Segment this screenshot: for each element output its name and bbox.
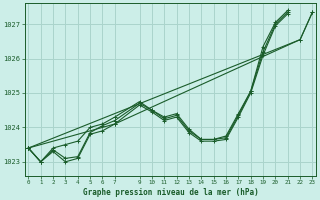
X-axis label: Graphe pression niveau de la mer (hPa): Graphe pression niveau de la mer (hPa) [83, 188, 258, 197]
